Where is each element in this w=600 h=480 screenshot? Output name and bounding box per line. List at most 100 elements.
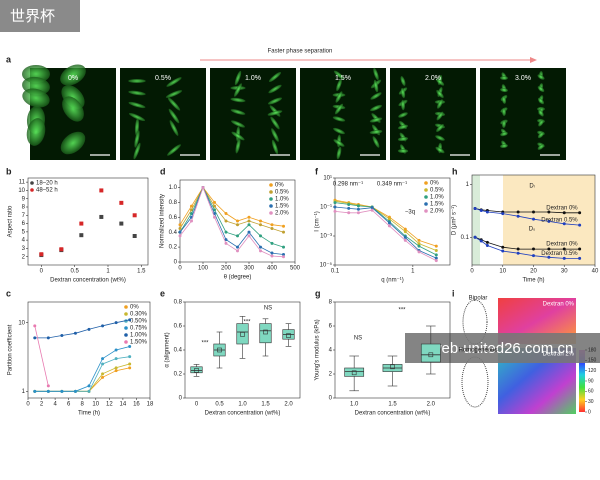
cell: [128, 79, 146, 83]
y-axis-label: I (cm⁻¹): [315, 211, 321, 232]
x-tick-label: 4: [53, 402, 57, 408]
annotation: 0.349 nm⁻¹: [377, 182, 407, 188]
legend-marker: [424, 188, 428, 192]
series-line: [34, 319, 130, 339]
point: [282, 255, 285, 259]
panel-label: h: [452, 166, 458, 176]
cell: [230, 97, 246, 103]
y-axis-label: Normalized intensity: [160, 194, 166, 248]
cell: [267, 97, 283, 105]
y-tick-label: 1: [466, 182, 470, 188]
y-tick-label: 0: [329, 396, 333, 402]
image-label: 1.0%: [245, 75, 261, 82]
y-axis-label: α (alignment): [165, 332, 171, 367]
cell: [271, 139, 279, 155]
cell: [267, 110, 283, 116]
point: [101, 375, 105, 379]
point: [73, 331, 77, 335]
cell: [500, 143, 508, 149]
series-line: [334, 200, 437, 251]
point: [578, 247, 582, 251]
point: [434, 249, 438, 252]
point: [562, 222, 566, 226]
legend-marker: [124, 312, 128, 316]
point: [73, 389, 77, 393]
legend-label: 0%: [130, 305, 139, 311]
point: [479, 239, 483, 243]
point: [114, 366, 118, 370]
point: [282, 230, 285, 234]
cell: [500, 75, 508, 81]
legend-label: Dextran 0%: [546, 205, 578, 211]
point: [224, 212, 228, 216]
point: [128, 344, 132, 348]
cell: [501, 120, 507, 128]
legend-label: 0.30%: [130, 312, 148, 318]
point: [417, 238, 421, 242]
cell: [60, 131, 86, 155]
point: [79, 233, 84, 238]
cell: [230, 109, 246, 115]
x-tick-label: 10: [499, 269, 506, 275]
point: [236, 245, 239, 249]
point: [213, 200, 216, 204]
point: [213, 215, 216, 219]
colorbar-label: 120: [588, 368, 597, 374]
point: [347, 206, 351, 210]
image: [210, 68, 296, 160]
x-tick-label: 300: [244, 266, 255, 272]
box: [190, 366, 203, 374]
colorbar-label: 60: [588, 389, 594, 395]
x-tick-label: 0: [195, 402, 199, 408]
point: [190, 204, 193, 208]
point: [417, 242, 421, 246]
point: [434, 244, 438, 248]
cell: [537, 131, 545, 139]
point: [562, 211, 566, 215]
cell: [435, 135, 445, 141]
point: [101, 357, 105, 361]
cell: [133, 142, 141, 160]
point: [547, 255, 551, 259]
x-tick-label: 0.1: [331, 269, 340, 275]
x-tick-label: 500: [290, 266, 301, 272]
series-line: [179, 186, 284, 248]
point: [178, 230, 182, 234]
x-tick-label: 0: [470, 269, 474, 275]
x-axis-label: Time (h): [78, 411, 100, 417]
y-axis-label: D (μm² s⁻¹): [452, 205, 458, 235]
legend-marker: [269, 190, 273, 194]
axes-frame: [27, 177, 149, 266]
point: [132, 234, 137, 238]
x-tick-label: 0: [178, 266, 182, 272]
watermark: 世界杯: [10, 8, 55, 25]
cell: [538, 109, 544, 117]
point: [201, 185, 205, 189]
x-axis-label: Time (h): [522, 278, 544, 284]
x-axis-label: θ (degree): [224, 275, 252, 281]
point: [434, 253, 438, 257]
legend-label: 48–52 h: [36, 188, 58, 194]
cell: [128, 112, 146, 122]
cell: [373, 67, 379, 81]
point: [247, 230, 251, 234]
point: [101, 362, 105, 366]
point: [501, 245, 505, 249]
point: [236, 234, 239, 238]
y-tick-label: 5: [22, 229, 26, 235]
point: [370, 208, 374, 212]
x-axis-label: Dextran concentration (wt%): [50, 278, 126, 284]
x-tick-label: 6: [67, 402, 71, 408]
y-tick-label: 10⁻³: [320, 234, 332, 240]
x-tick-label: 1: [411, 269, 415, 275]
point: [114, 357, 118, 361]
x-tick-label: 0.5: [70, 269, 79, 275]
point: [259, 223, 262, 227]
cell: [436, 99, 444, 109]
point: [403, 230, 407, 234]
y-tick-label: 4: [329, 348, 333, 354]
point: [128, 362, 132, 366]
point: [282, 253, 285, 257]
cell: [397, 124, 409, 130]
legend-label: 0%: [275, 183, 284, 189]
